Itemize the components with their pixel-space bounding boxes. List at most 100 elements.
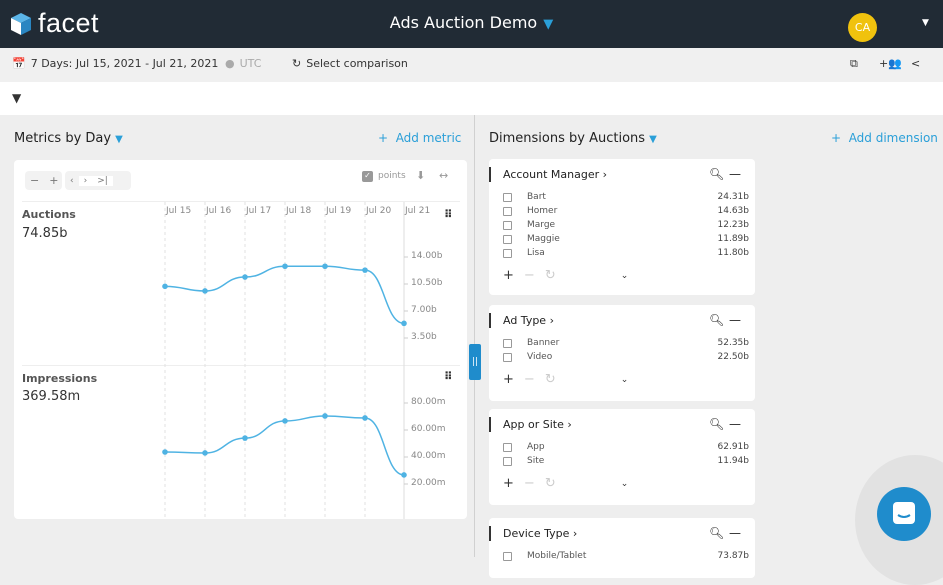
checkbox[interactable]: [503, 192, 512, 202]
pan-left-button[interactable]: ‹: [70, 175, 74, 186]
item-label: Site: [527, 456, 545, 466]
add-people-icon[interactable]: +👥: [879, 57, 902, 70]
data-point[interactable]: [282, 418, 288, 424]
data-point[interactable]: [401, 472, 407, 478]
data-point[interactable]: [401, 320, 407, 327]
data-point[interactable]: [242, 274, 248, 280]
drag-handle-icon[interactable]: ⠿: [444, 208, 453, 221]
dimensions-measure-selector[interactable]: Auctions: [589, 131, 646, 146]
data-point[interactable]: [202, 450, 208, 456]
collapse-icon[interactable]: —: [729, 167, 741, 181]
y-tick-label: 40.00m: [411, 451, 446, 461]
facet-logo[interactable]: facet: [10, 8, 99, 39]
checkbox[interactable]: [503, 551, 512, 561]
comparison-button[interactable]: ↻ Select comparison: [292, 57, 408, 70]
globe-icon: ●: [225, 57, 235, 70]
date-label: Jul 17: [246, 206, 272, 216]
date-label: Jul 20: [366, 206, 392, 216]
dashboard-title-text: Ads Auction Demo: [389, 13, 538, 32]
dimension-name: Account Manager: [503, 168, 600, 181]
chevron-down-icon[interactable]: ⌄: [620, 374, 629, 385]
share-icon[interactable]: <: [911, 57, 921, 70]
checkbox[interactable]: [503, 234, 512, 244]
comparison-icon: ↻: [292, 57, 302, 70]
item-label: Maggie: [527, 234, 560, 244]
data-point[interactable]: [202, 288, 208, 294]
user-avatar[interactable]: CA: [848, 13, 877, 42]
caret-down-icon[interactable]: ▼: [922, 18, 929, 28]
dimension-title[interactable]: App or Site ›: [503, 418, 572, 431]
resize-handle[interactable]: ||: [469, 344, 481, 380]
list-item[interactable]: Maggie 11.89b: [503, 232, 749, 246]
list-item[interactable]: Mobile/Tablet 73.87b: [503, 549, 749, 563]
chevron-down-icon[interactable]: ⌄: [620, 478, 629, 489]
item-value: 14.63b: [717, 206, 749, 216]
pan-end-button[interactable]: >|: [92, 175, 113, 186]
checkbox[interactable]: [503, 456, 512, 466]
list-item[interactable]: Bart 24.31b: [503, 190, 749, 204]
plus-icon[interactable]: +: [503, 372, 514, 387]
dimension-card: Ad Type › 🔍︎ — Banner 52.35b Video 22.50b + − ↻ ⌄: [489, 305, 755, 401]
zoom-out-button[interactable]: −: [30, 174, 40, 187]
list-item[interactable]: Banner 52.35b: [503, 336, 749, 350]
date-range-button[interactable]: 📅 7 Days: Jul 15, 2021 - Jul 21, 2021: [12, 57, 218, 70]
top-header: facet Ads Auction Demo ▼ CA ▼: [0, 0, 943, 48]
search-icon[interactable]: 🔍︎: [709, 313, 725, 327]
drag-handle-icon[interactable]: ⠿: [444, 370, 453, 383]
data-point[interactable]: [282, 263, 288, 270]
dimension-card: Account Manager › 🔍︎ — Bart 24.31b Homer 14.6…: [489, 159, 755, 295]
points-checkbox[interactable]: ✓: [362, 171, 373, 182]
data-point[interactable]: [322, 413, 328, 419]
dimension-title[interactable]: Ad Type ›: [503, 314, 554, 327]
collapse-icon[interactable]: —: [729, 526, 741, 540]
list-item[interactable]: Homer 14.63b: [503, 204, 749, 218]
dashboard-title[interactable]: Ads Auction Demo ▼: [0, 13, 943, 32]
data-point[interactable]: [162, 449, 168, 455]
item-value: 12.23b: [717, 220, 749, 230]
search-icon[interactable]: 🔍︎: [709, 526, 725, 540]
expand-width-icon[interactable]: ↔: [439, 169, 449, 182]
add-filter-icon[interactable]: ▼: [12, 91, 22, 105]
zoom-in-button[interactable]: +: [49, 174, 59, 187]
chevron-down-icon[interactable]: ▼: [649, 134, 657, 145]
dimension-title[interactable]: Device Type ›: [503, 527, 577, 540]
checkbox[interactable]: [503, 220, 512, 230]
comparison-icon: ↻: [544, 476, 556, 491]
pan-right-button[interactable]: ›: [78, 175, 93, 186]
collapse-icon[interactable]: —: [729, 417, 741, 431]
checkbox[interactable]: [503, 442, 512, 452]
checkbox[interactable]: [503, 338, 512, 348]
list-item[interactable]: Marge 12.23b: [503, 218, 749, 232]
data-point[interactable]: [162, 283, 168, 290]
list-item[interactable]: Lisa 11.80b: [503, 246, 749, 260]
collapse-icon[interactable]: —: [729, 313, 741, 327]
item-value: 73.87b: [717, 551, 749, 561]
duplicate-icon[interactable]: ⧉: [850, 57, 858, 70]
date-label: Jul 19: [326, 206, 352, 216]
download-icon[interactable]: ⬇: [416, 169, 426, 182]
metrics-split-selector[interactable]: Day: [85, 131, 112, 146]
plus-icon[interactable]: +: [503, 268, 514, 283]
checkbox[interactable]: [503, 206, 512, 216]
list-item[interactable]: App 62.91b: [503, 440, 749, 454]
panel-divider[interactable]: [474, 115, 475, 557]
search-icon[interactable]: 🔍︎: [709, 417, 725, 431]
list-item[interactable]: Video 22.50b: [503, 350, 749, 364]
checkbox[interactable]: [503, 248, 512, 258]
chevron-down-icon[interactable]: ▼: [115, 134, 123, 145]
data-point[interactable]: [362, 415, 368, 421]
plus-icon[interactable]: +: [503, 476, 514, 491]
chat-button[interactable]: [877, 487, 931, 541]
data-point[interactable]: [362, 267, 368, 273]
divider: [22, 365, 460, 366]
chevron-down-icon[interactable]: ⌄: [620, 270, 629, 281]
timezone-button[interactable]: ● UTC: [225, 57, 261, 70]
checkbox[interactable]: [503, 352, 512, 362]
search-icon[interactable]: 🔍︎: [709, 167, 725, 181]
add-dimension-button[interactable]: + Add dimension: [831, 131, 938, 145]
data-point[interactable]: [242, 435, 248, 441]
dimension-title[interactable]: Account Manager ›: [503, 168, 607, 181]
add-metric-button[interactable]: + Add metric: [378, 131, 462, 145]
list-item[interactable]: Site 11.94b: [503, 454, 749, 468]
data-point[interactable]: [322, 263, 328, 270]
